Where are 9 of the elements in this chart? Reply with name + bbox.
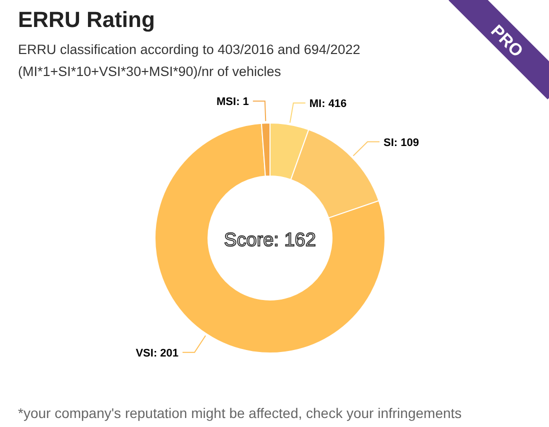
slice-label: VSI: 201 [136, 347, 179, 360]
text: (MI*1+SI*10+VSI*30+MSI*90)/nr of vehicles [18, 64, 282, 79]
slice-label: MI: 416 [309, 98, 347, 110]
chart-title: ERRU Rating [18, 7, 155, 32]
text: *your company's reputation might be affected, check your infringements [18, 405, 462, 421]
slice-label: SI: 109 [384, 136, 419, 149]
chart-subtitle: ERRU classification according to 403/2016 and 694/2022 [18, 42, 360, 57]
slice-label: MSI: 1 [216, 96, 249, 108]
text: Score: 162 [224, 230, 316, 251]
